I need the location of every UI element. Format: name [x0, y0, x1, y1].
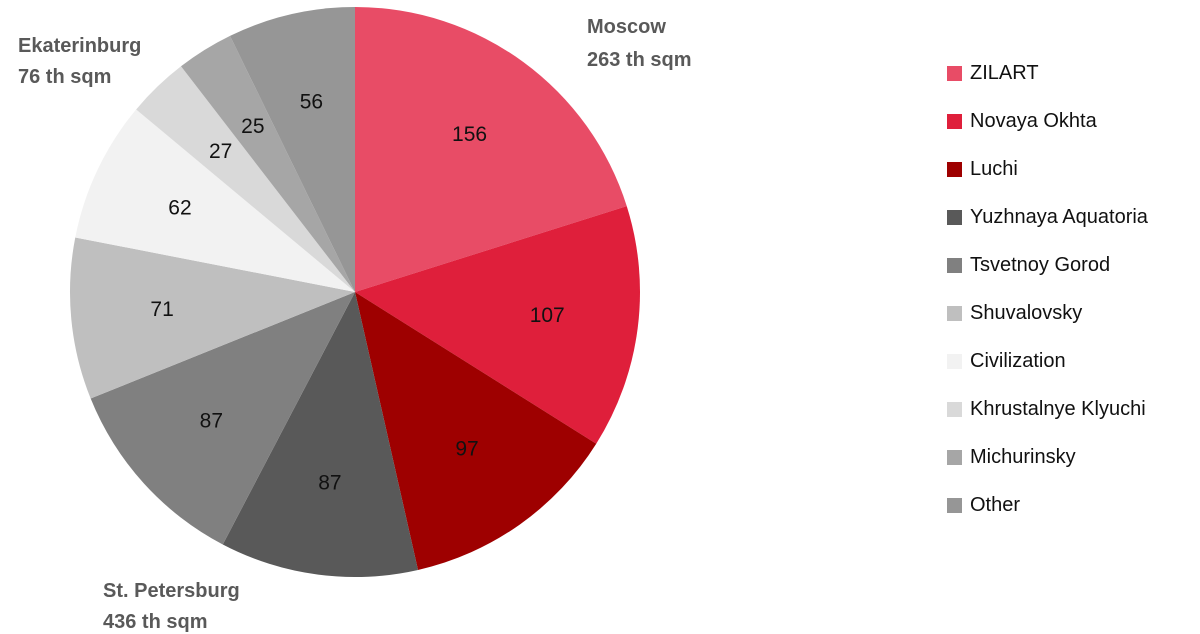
pie-slice-civilization — [75, 109, 356, 292]
legend-label-yuzhnaya-aquatoria: Yuzhnaya Aquatoria — [970, 206, 1149, 228]
region-group-labels: Moscow 263 th sqm St. Petersburg 436 th … — [18, 16, 691, 633]
legend-swatch-other — [947, 498, 962, 513]
group-label-moscow: Moscow — [587, 16, 666, 38]
legend-swatch-novaya-okhta — [947, 114, 962, 129]
legend-label-other: Other — [970, 494, 1020, 516]
legend-swatch-yuzhnaya-aquatoria — [947, 210, 962, 225]
pie-slice-luchi — [355, 292, 597, 570]
legend-label-michurinsky: Michurinsky — [970, 446, 1076, 468]
legend: ZILART Novaya Okhta Luchi Yuzhnaya Aquatori… — [947, 62, 1149, 516]
pie-slice-yuzhnaya-aquatoria — [222, 292, 419, 578]
slice-value-label-zilart: 156 — [452, 123, 487, 146]
pie-slices — [69, 7, 640, 578]
slice-value-label-other: 56 — [300, 91, 323, 114]
legend-swatch-michurinsky — [947, 450, 962, 465]
pie-slice-michurinsky — [181, 35, 355, 293]
legend-label-shuvalovsky: Shuvalovsky — [970, 302, 1082, 324]
pie-slice-labels: 156 107 97 87 87 71 62 27 25 56 — [150, 91, 564, 495]
slice-value-label-khrustalnye-klyuchi: 27 — [209, 140, 232, 163]
slice-value-label-civilization: 62 — [168, 196, 191, 219]
group-label-st-petersburg: St. Petersburg — [103, 580, 240, 602]
slice-value-label-michurinsky: 25 — [241, 115, 264, 138]
legend-label-luchi: Luchi — [970, 158, 1018, 180]
group-label-moscow-total: 263 th sqm — [587, 49, 691, 71]
legend-swatch-civilization — [947, 354, 962, 369]
group-label-ekaterinburg-total: 76 th sqm — [18, 66, 111, 88]
pie-slice-tsvetnoy-gorod — [90, 292, 356, 545]
slice-value-label-tsvetnoy-gorod: 87 — [200, 410, 223, 433]
group-label-st-petersburg-total: 436 th sqm — [103, 611, 207, 633]
legend-swatch-shuvalovsky — [947, 306, 962, 321]
legend-label-khrustalnye-klyuchi: Khrustalnye Klyuchi — [970, 398, 1146, 420]
legend-label-novaya-okhta: Novaya Okhta — [970, 110, 1098, 132]
group-label-ekaterinburg: Ekaterinburg — [18, 35, 141, 57]
pie-slice-other — [230, 7, 355, 292]
slice-value-label-yuzhnaya-aquatoria: 87 — [318, 472, 341, 495]
pie-slice-zilart — [355, 7, 627, 292]
slice-value-label-luchi: 97 — [455, 438, 478, 461]
legend-label-civilization: Civilization — [970, 350, 1066, 372]
pie-slice-shuvalovsky — [69, 237, 355, 399]
pie-slice-novaya-okhta — [355, 206, 640, 444]
legend-swatch-luchi — [947, 162, 962, 177]
legend-swatch-khrustalnye-klyuchi — [947, 402, 962, 417]
slice-value-label-shuvalovsky: 71 — [150, 298, 173, 321]
legend-swatch-tsvetnoy-gorod — [947, 258, 962, 273]
legend-swatch-zilart — [947, 66, 962, 81]
legend-label-tsvetnoy-gorod: Tsvetnoy Gorod — [970, 254, 1110, 276]
legend-label-zilart: ZILART — [970, 62, 1039, 84]
slice-value-label-novaya-okhta: 107 — [530, 304, 565, 327]
pie-slice-khrustalnye-klyuchi — [136, 66, 355, 293]
